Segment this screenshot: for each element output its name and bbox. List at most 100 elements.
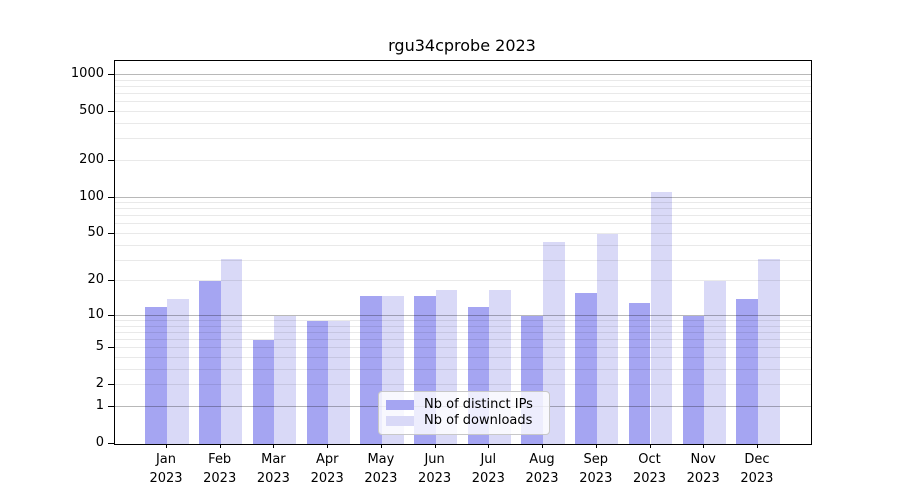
gridline bbox=[115, 79, 811, 81]
legend-swatch-distinct-ips bbox=[386, 400, 414, 410]
x-tick-year: 2023 bbox=[686, 471, 720, 486]
x-tick-month: Nov bbox=[690, 452, 716, 467]
gridline bbox=[115, 110, 811, 112]
chart-title: rgu34cprobe 2023 bbox=[388, 36, 536, 55]
bar-nb-of-downloads-feb bbox=[220, 258, 243, 444]
x-tick-label-jun: Jun 2023 bbox=[400, 450, 470, 488]
legend-label-downloads: Nb of downloads bbox=[424, 413, 533, 428]
bar-nb-of-distinct-ips-apr bbox=[306, 321, 329, 444]
legend-swatch-downloads bbox=[386, 416, 414, 426]
x-tick-mark bbox=[649, 444, 651, 448]
gridline bbox=[115, 202, 811, 203]
y-tick-label: 50 bbox=[87, 225, 104, 240]
y-tick-mark bbox=[108, 196, 114, 198]
gridline bbox=[115, 208, 811, 210]
y-tick-label: 500 bbox=[79, 102, 104, 118]
bar-nb-of-distinct-ips-oct bbox=[628, 303, 651, 444]
x-tick-month: May bbox=[367, 452, 395, 467]
y-tick-label: 100 bbox=[79, 188, 104, 204]
x-tick-label-dec: Dec 2023 bbox=[722, 450, 792, 488]
gridline bbox=[115, 196, 811, 198]
x-tick-year: 2023 bbox=[256, 471, 290, 486]
grid-layer bbox=[115, 61, 811, 444]
x-tick-month: Jun bbox=[424, 452, 445, 467]
gridline bbox=[115, 223, 811, 225]
gridline bbox=[115, 325, 811, 327]
x-tick-mark bbox=[380, 444, 382, 448]
gridline bbox=[115, 138, 811, 140]
x-tick-year: 2023 bbox=[418, 471, 452, 486]
x-tick-month: Oct bbox=[638, 452, 661, 467]
x-tick-mark bbox=[488, 444, 490, 448]
gridline bbox=[115, 339, 811, 341]
bar-nb-of-distinct-ips-feb bbox=[199, 281, 221, 444]
legend: Nb of distinct IPs Nb of downloads bbox=[378, 391, 550, 435]
x-tick-month: Apr bbox=[315, 452, 339, 467]
y-tick-mark bbox=[108, 110, 114, 112]
x-tick-year: 2023 bbox=[364, 471, 398, 486]
x-tick-label-aug: Aug 2023 bbox=[507, 450, 577, 488]
bar-nb-of-distinct-ips-dec bbox=[736, 299, 758, 444]
x-tick-year: 2023 bbox=[632, 471, 667, 486]
x-tick-mark bbox=[703, 444, 705, 448]
gridline bbox=[115, 215, 811, 217]
x-tick-mark bbox=[595, 444, 597, 448]
gridline bbox=[115, 357, 811, 358]
y-tick-label: 2 bbox=[95, 376, 104, 392]
x-tick-label-sep: Sep 2023 bbox=[561, 450, 631, 488]
x-tick-label-nov: Nov 2023 bbox=[668, 450, 738, 488]
bar-nb-of-downloads-nov bbox=[704, 281, 726, 444]
x-tick-mark bbox=[219, 444, 221, 448]
x-tick-month: Sep bbox=[583, 452, 609, 467]
x-tick-mark bbox=[756, 444, 758, 448]
x-tick-month: Aug bbox=[529, 452, 555, 467]
gridline bbox=[115, 314, 811, 316]
y-tick-mark bbox=[108, 280, 114, 282]
x-tick-label-mar: Mar 2023 bbox=[238, 450, 308, 488]
bar-nb-of-downloads-apr bbox=[328, 321, 350, 444]
gridline bbox=[115, 331, 811, 333]
x-tick-label-jul: Jul 2023 bbox=[453, 450, 523, 488]
x-tick-mark bbox=[434, 444, 436, 448]
y-tick-label: 20 bbox=[87, 272, 104, 288]
y-tick-label: 5 bbox=[95, 339, 104, 355]
bar-nb-of-distinct-ips-nov bbox=[682, 315, 705, 444]
x-tick-label-feb: Feb 2023 bbox=[185, 450, 255, 488]
x-tick-month: Jul bbox=[480, 452, 497, 467]
gridline bbox=[115, 347, 811, 349]
gridline bbox=[115, 384, 811, 386]
x-tick-label-oct: Oct 2023 bbox=[615, 450, 685, 488]
y-tick-label: 10 bbox=[87, 306, 104, 322]
bar-nb-of-distinct-ips-may bbox=[360, 295, 382, 444]
y-tick-mark bbox=[108, 406, 114, 407]
legend-label-distinct-ips: Nb of distinct IPs bbox=[424, 397, 533, 412]
bar-nb-of-distinct-ips-sep bbox=[575, 292, 597, 444]
y-tick-mark bbox=[108, 233, 114, 234]
x-tick-year: 2023 bbox=[525, 471, 559, 486]
y-tick-label: 1000 bbox=[70, 65, 104, 81]
gridline bbox=[115, 73, 811, 75]
gridline bbox=[115, 159, 811, 161]
gridline bbox=[115, 85, 811, 87]
y-tick-label: 0 bbox=[95, 435, 104, 450]
y-tick-mark bbox=[108, 347, 114, 349]
x-tick-month: Mar bbox=[261, 452, 286, 467]
x-tick-year: 2023 bbox=[471, 471, 505, 486]
x-tick-mark bbox=[166, 444, 167, 448]
gridline bbox=[115, 233, 811, 234]
bar-nb-of-distinct-ips-mar bbox=[252, 340, 275, 444]
y-tick-mark bbox=[108, 314, 114, 316]
x-tick-mark bbox=[273, 444, 275, 448]
bar-nb-of-distinct-ips-jan bbox=[145, 307, 167, 444]
bar-nb-of-downloads-jan bbox=[167, 299, 189, 444]
x-tick-mark bbox=[542, 444, 543, 448]
x-tick-label-apr: Apr 2023 bbox=[292, 450, 362, 488]
gridline bbox=[115, 244, 811, 246]
bar-nb-of-downloads-mar bbox=[274, 315, 297, 444]
x-tick-label-may: May 2023 bbox=[346, 450, 416, 488]
gridline bbox=[115, 93, 811, 94]
gridline bbox=[115, 259, 811, 261]
gridline bbox=[115, 320, 811, 321]
x-tick-label-jan: Jan 2023 bbox=[131, 450, 201, 488]
